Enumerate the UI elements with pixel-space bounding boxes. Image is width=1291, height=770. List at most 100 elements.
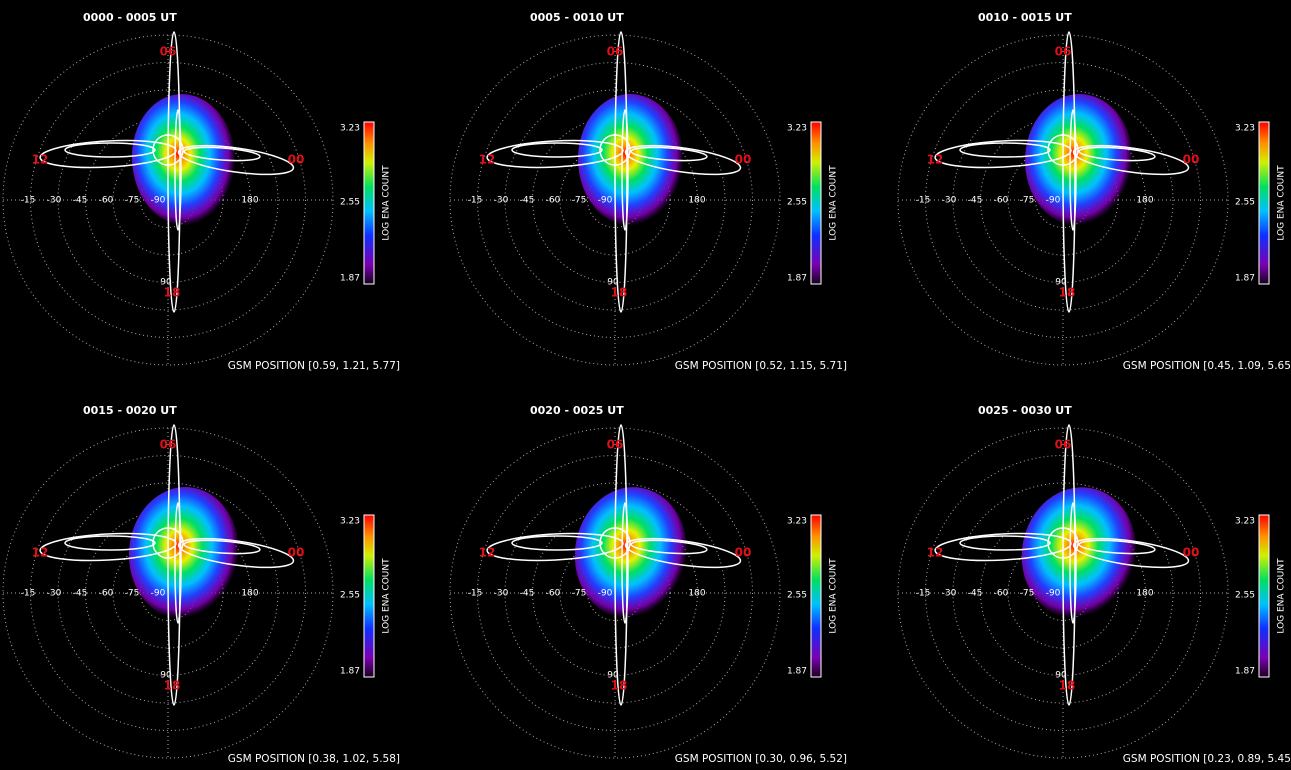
colorbar-tick-label: 2.55 bbox=[787, 591, 807, 601]
local-time-label: 00 bbox=[735, 546, 752, 560]
panel: 0010 - 0015 UT06120018-15-30-45-60-75-90… bbox=[898, 11, 1291, 372]
colorbar-tick-label: 3.23 bbox=[1235, 124, 1255, 134]
longitude-label: 180 bbox=[241, 196, 258, 206]
colorbar-label: LOG ENA COUNT bbox=[829, 558, 839, 634]
colorbar-tick-label: 1.87 bbox=[787, 274, 807, 284]
radial-label: -15 bbox=[21, 589, 36, 599]
radial-label: -30 bbox=[942, 589, 957, 599]
radial-label: -15 bbox=[916, 196, 931, 206]
colorbar bbox=[364, 515, 374, 677]
radial-label: -75 bbox=[1020, 589, 1035, 599]
local-time-label: 06 bbox=[160, 45, 177, 59]
colorbar-tick-label: 3.23 bbox=[340, 124, 360, 134]
local-time-label: 18 bbox=[164, 679, 181, 693]
local-time-label: 18 bbox=[1059, 679, 1076, 693]
radial-label: -15 bbox=[916, 589, 931, 599]
radial-label: -15 bbox=[468, 589, 483, 599]
local-time-label: 00 bbox=[288, 153, 305, 167]
gsm-position: GSM POSITION [0.38, 1.02, 5.58] bbox=[228, 753, 400, 765]
radial-label: -75 bbox=[125, 196, 140, 206]
colorbar bbox=[1259, 515, 1269, 677]
longitude-label: 180 bbox=[688, 196, 705, 206]
radial-label: -75 bbox=[1020, 196, 1035, 206]
gsm-position: GSM POSITION [0.30, 0.96, 5.52] bbox=[675, 753, 847, 765]
panel-title: 0010 - 0015 UT bbox=[978, 11, 1072, 24]
radial-label: -45 bbox=[520, 196, 535, 206]
colorbar-label: LOG ENA COUNT bbox=[382, 165, 392, 241]
local-time-label: 18 bbox=[611, 286, 628, 300]
longitude-label: 180 bbox=[688, 589, 705, 599]
local-time-label: 12 bbox=[32, 153, 49, 167]
latitude-label: 90 bbox=[1055, 671, 1067, 681]
local-time-label: 06 bbox=[607, 438, 624, 452]
radial-label: -45 bbox=[968, 196, 983, 206]
local-time-label: 06 bbox=[1055, 438, 1072, 452]
local-time-label: 00 bbox=[1183, 153, 1200, 167]
panel-title: 0020 - 0025 UT bbox=[530, 404, 624, 417]
colorbar-tick-label: 3.23 bbox=[340, 517, 360, 527]
panel: 0025 - 0030 UT06120018-15-30-45-60-75-90… bbox=[898, 404, 1291, 765]
longitude-label: 180 bbox=[1136, 196, 1153, 206]
local-time-label: 12 bbox=[927, 153, 944, 167]
local-time-label: 00 bbox=[1183, 546, 1200, 560]
radial-label: -60 bbox=[546, 589, 561, 599]
radial-label: -45 bbox=[520, 589, 535, 599]
colorbar-label: LOG ENA COUNT bbox=[829, 165, 839, 241]
longitude-label: 180 bbox=[241, 589, 258, 599]
local-time-label: 06 bbox=[160, 438, 177, 452]
radial-label: -90 bbox=[151, 196, 166, 206]
radial-label: -45 bbox=[968, 589, 983, 599]
gsm-position: GSM POSITION [0.23, 0.89, 5.45] bbox=[1123, 753, 1291, 765]
radial-label: -75 bbox=[572, 589, 587, 599]
colorbar-tick-label: 3.23 bbox=[787, 124, 807, 134]
radial-label: -30 bbox=[47, 589, 62, 599]
figure: 0000 - 0005 UT06120018-15-30-45-60-75-90… bbox=[0, 0, 1291, 770]
radial-label: -60 bbox=[994, 196, 1009, 206]
longitude-label: 180 bbox=[1136, 589, 1153, 599]
radial-label: -90 bbox=[598, 196, 613, 206]
colorbar-tick-label: 2.55 bbox=[787, 198, 807, 208]
latitude-label: 90 bbox=[1055, 278, 1067, 288]
radial-label: -30 bbox=[494, 196, 509, 206]
colorbar-tick-label: 1.87 bbox=[340, 667, 360, 677]
local-time-label: 12 bbox=[479, 153, 496, 167]
radial-label: -60 bbox=[994, 589, 1009, 599]
colorbar bbox=[811, 122, 821, 284]
local-time-label: 18 bbox=[164, 286, 181, 300]
latitude-label: 90 bbox=[607, 671, 619, 681]
radial-label: -30 bbox=[942, 196, 957, 206]
local-time-label: 12 bbox=[32, 546, 49, 560]
colorbar bbox=[1259, 122, 1269, 284]
local-time-label: 06 bbox=[607, 45, 624, 59]
colorbar-label: LOG ENA COUNT bbox=[1277, 558, 1287, 634]
colorbar-tick-label: 1.87 bbox=[787, 667, 807, 677]
colorbar bbox=[364, 122, 374, 284]
colorbar-tick-label: 2.55 bbox=[340, 198, 360, 208]
colorbar bbox=[811, 515, 821, 677]
radial-label: -60 bbox=[99, 589, 114, 599]
colorbar-label: LOG ENA COUNT bbox=[382, 558, 392, 634]
colorbar-tick-label: 2.55 bbox=[1235, 591, 1255, 601]
panel-title: 0015 - 0020 UT bbox=[83, 404, 177, 417]
latitude-label: 90 bbox=[160, 278, 172, 288]
radial-label: -90 bbox=[598, 589, 613, 599]
panel-title: 0025 - 0030 UT bbox=[978, 404, 1072, 417]
radial-label: -60 bbox=[99, 196, 114, 206]
panel: 0015 - 0020 UT06120018-15-30-45-60-75-90… bbox=[3, 404, 400, 765]
colorbar-tick-label: 1.87 bbox=[1235, 667, 1255, 677]
radial-label: -90 bbox=[1046, 196, 1061, 206]
gsm-position: GSM POSITION [0.45, 1.09, 5.65] bbox=[1123, 360, 1291, 372]
radial-label: -30 bbox=[494, 589, 509, 599]
radial-label: -45 bbox=[73, 196, 88, 206]
colorbar-label: LOG ENA COUNT bbox=[1277, 165, 1287, 241]
radial-label: -60 bbox=[546, 196, 561, 206]
local-time-label: 12 bbox=[927, 546, 944, 560]
latitude-label: 90 bbox=[160, 671, 172, 681]
radial-label: -15 bbox=[468, 196, 483, 206]
colorbar-tick-label: 1.87 bbox=[340, 274, 360, 284]
local-time-label: 18 bbox=[1059, 286, 1076, 300]
local-time-label: 00 bbox=[735, 153, 752, 167]
radial-label: -30 bbox=[47, 196, 62, 206]
gsm-position: GSM POSITION [0.59, 1.21, 5.77] bbox=[228, 360, 400, 372]
